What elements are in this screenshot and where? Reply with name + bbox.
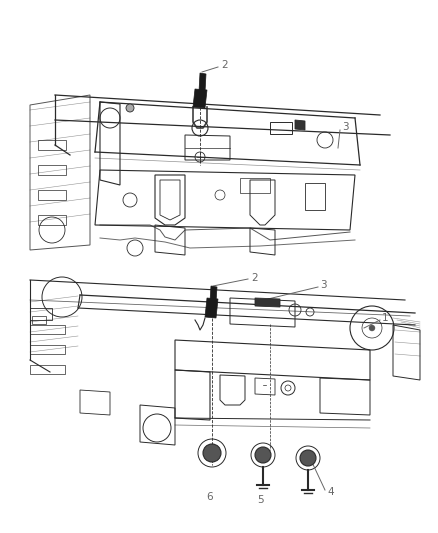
Polygon shape <box>205 298 218 318</box>
Text: 2: 2 <box>251 273 258 283</box>
Circle shape <box>255 447 271 463</box>
Bar <box>30 365 65 374</box>
Circle shape <box>300 450 316 466</box>
Bar <box>38 190 66 200</box>
Bar <box>38 140 66 150</box>
Bar <box>38 215 66 225</box>
Bar <box>30 308 52 320</box>
Bar <box>270 122 292 134</box>
Circle shape <box>126 104 134 112</box>
Text: 4: 4 <box>327 487 334 497</box>
Polygon shape <box>199 73 206 92</box>
Bar <box>32 316 46 324</box>
Bar <box>240 178 270 193</box>
Polygon shape <box>255 298 280 307</box>
Bar <box>38 165 66 175</box>
Text: 1: 1 <box>382 313 389 323</box>
Bar <box>30 345 65 354</box>
Text: 3: 3 <box>320 280 327 290</box>
Text: 2: 2 <box>221 60 228 70</box>
Polygon shape <box>210 286 217 302</box>
Bar <box>30 325 65 334</box>
Text: 5: 5 <box>258 495 264 505</box>
Circle shape <box>369 325 375 331</box>
Text: 6: 6 <box>207 492 213 502</box>
Polygon shape <box>295 120 305 130</box>
Text: 3: 3 <box>342 122 349 132</box>
Polygon shape <box>193 89 207 108</box>
Circle shape <box>203 444 221 462</box>
